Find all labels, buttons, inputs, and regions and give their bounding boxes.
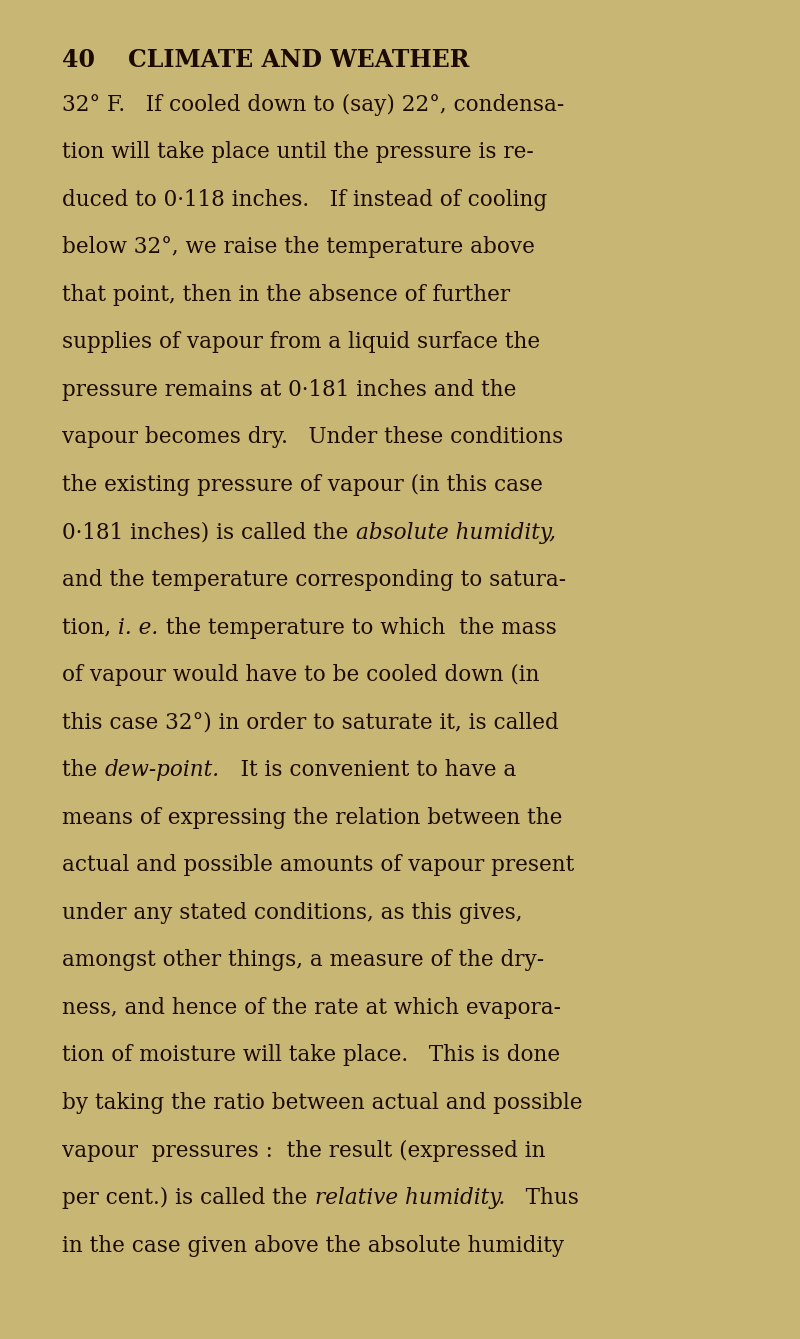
- Text: tion of moisture will take place.   This is done: tion of moisture will take place. This i…: [62, 1044, 561, 1066]
- Text: i. e.: i. e.: [118, 616, 158, 639]
- Text: duced to 0·118 inches.   If instead of cooling: duced to 0·118 inches. If instead of coo…: [62, 189, 548, 210]
- Text: supplies of vapour from a liquid surface the: supplies of vapour from a liquid surface…: [62, 331, 541, 353]
- Text: vapour  pressures :  the result (expressed in: vapour pressures : the result (expressed…: [62, 1139, 546, 1162]
- Text: pressure remains at 0·181 inches and the: pressure remains at 0·181 inches and the: [62, 379, 517, 400]
- Text: and the temperature corresponding to satura-: and the temperature corresponding to sat…: [62, 569, 566, 590]
- Text: absolute humidity,: absolute humidity,: [356, 521, 556, 544]
- Text: means of expressing the relation between the: means of expressing the relation between…: [62, 806, 562, 829]
- Text: Thus: Thus: [505, 1186, 579, 1209]
- Text: It is convenient to have a: It is convenient to have a: [220, 759, 516, 781]
- Text: under any stated conditions, as this gives,: under any stated conditions, as this giv…: [62, 901, 523, 924]
- Text: ness, and hence of the rate at which evapora-: ness, and hence of the rate at which eva…: [62, 996, 562, 1019]
- Text: the temperature to which  the mass: the temperature to which the mass: [158, 616, 557, 639]
- Text: dew-point.: dew-point.: [105, 759, 220, 781]
- Text: in the case given above the absolute humidity: in the case given above the absolute hum…: [62, 1235, 565, 1256]
- Text: below 32°, we raise the temperature above: below 32°, we raise the temperature abov…: [62, 236, 535, 258]
- Text: that point, then in the absence of further: that point, then in the absence of furth…: [62, 284, 510, 305]
- Text: relative humidity.: relative humidity.: [314, 1186, 505, 1209]
- Text: per cent.) is called the: per cent.) is called the: [62, 1186, 314, 1209]
- Text: vapour becomes dry.   Under these conditions: vapour becomes dry. Under these conditio…: [62, 426, 564, 449]
- Text: tion,: tion,: [62, 616, 118, 639]
- Text: the: the: [62, 759, 105, 781]
- Text: 32° F.   If cooled down to (say) 22°, condensa-: 32° F. If cooled down to (say) 22°, cond…: [62, 94, 565, 116]
- Text: 40    CLIMATE AND WEATHER: 40 CLIMATE AND WEATHER: [62, 48, 470, 72]
- Text: the existing pressure of vapour (in this case: the existing pressure of vapour (in this…: [62, 474, 543, 497]
- Text: 0·181 inches) is called the: 0·181 inches) is called the: [62, 521, 356, 544]
- Text: actual and possible amounts of vapour present: actual and possible amounts of vapour pr…: [62, 854, 574, 876]
- Text: by taking the ratio between actual and possible: by taking the ratio between actual and p…: [62, 1091, 583, 1114]
- Text: of vapour would have to be cooled down (in: of vapour would have to be cooled down (…: [62, 664, 540, 687]
- Text: amongst other things, a measure of the dry-: amongst other things, a measure of the d…: [62, 949, 545, 971]
- Text: this case 32°) in order to saturate it, is called: this case 32°) in order to saturate it, …: [62, 711, 559, 734]
- Text: tion will take place until the pressure is re-: tion will take place until the pressure …: [62, 141, 534, 163]
